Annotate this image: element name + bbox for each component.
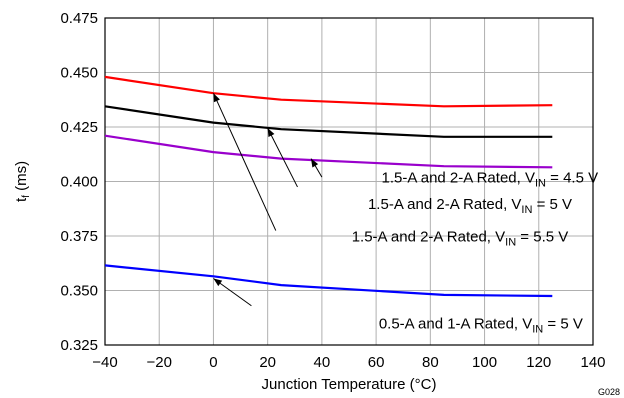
series-line-3 (104, 134, 553, 169)
figure-id: G028 (598, 387, 620, 397)
x-tick-label: 100 (472, 354, 497, 371)
tick-labels: −40 −20 0 20 40 60 80 100 120 140 0.475 0.450 0.425 0… (60, 10, 605, 371)
x-tick-label: 60 (368, 354, 385, 371)
x-tick-label: 140 (580, 354, 605, 371)
y-tick-label: 0.375 (60, 228, 98, 245)
y-axis-title-main: t (13, 197, 30, 202)
x-axis-title: Junction Temperature (°C) (262, 376, 437, 393)
y-axis-title-subscript: f (21, 195, 32, 198)
y-axis-title-unit: (ms) (13, 161, 30, 195)
annotation-arrow-2 (267, 127, 298, 188)
annotation-arrow-1 (310, 158, 323, 178)
annotation-label-2: 1.5-A and 2-A Rated, VIN = 5 V (368, 196, 572, 216)
y-tick-label: 0.475 (60, 10, 98, 27)
plot-frame (104, 17, 594, 346)
series-line-4 (104, 264, 553, 298)
annotation-label-1: 1.5-A and 2-A Rated, VIN = 4.5 V (382, 170, 599, 190)
y-tick-label: 0.400 (60, 174, 98, 191)
annotation-label-4: 0.5-A and 1-A Rated, VIN = 5 V (379, 316, 583, 336)
x-tick-label: 80 (422, 354, 439, 371)
series-layer (104, 75, 553, 298)
annotations: 1.5-A and 2-A Rated, VIN = 4.5 V 1.5-A an… (352, 170, 598, 336)
y-tick-label: 0.425 (60, 119, 98, 136)
x-tick-label: −40 (92, 354, 117, 371)
x-tick-label: 120 (526, 354, 551, 371)
annotation-arrows (212, 93, 323, 307)
y-tick-label: 0.350 (60, 283, 98, 300)
annotation-label-3: 1.5-A and 2-A Rated, VIN = 5.5 V (352, 228, 569, 248)
y-axis-title: tf (ms) (13, 161, 32, 202)
x-tick-label: −20 (146, 354, 171, 371)
annotation-arrow-4 (213, 278, 252, 307)
series-line-2 (104, 105, 553, 138)
x-tick-label: 20 (259, 354, 276, 371)
series-line-1 (104, 75, 553, 108)
x-tick-label: 0 (209, 354, 217, 371)
x-tick-label: 40 (314, 354, 331, 371)
y-tick-label: 0.325 (60, 337, 98, 354)
y-tick-label: 0.450 (60, 65, 98, 82)
grid (105, 18, 593, 345)
annotation-arrow-3 (212, 93, 277, 231)
